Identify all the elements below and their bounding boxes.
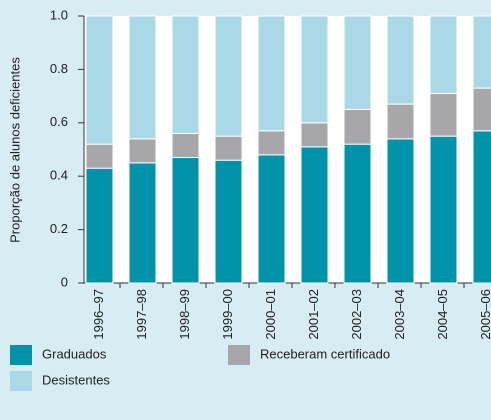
bar-segment [386,15,415,105]
x-tick-label: 1999–00 [220,289,235,340]
y-tick-label: 0.2 [50,221,68,236]
bar-segment [472,130,491,284]
bar-segment [429,135,458,284]
bar-segment [171,157,200,284]
bar-segment [386,138,415,284]
x-tick-label: 2005–06 [478,289,491,340]
bar-segment [429,15,458,94]
bar-segment [85,15,114,145]
bar-segment [214,135,243,161]
legend-label: Desistentes [42,372,110,387]
bar-segment [343,15,372,110]
bar-segment [85,167,114,284]
legend-label: Graduados [42,346,107,361]
bar-segment [386,103,415,140]
bar-segment [472,87,491,132]
legend-swatch [10,371,32,391]
bar-segment [343,143,372,284]
bar-segment [128,162,157,284]
bar-segment [257,154,286,284]
bar-segment [214,159,243,284]
y-tick-label: 1.0 [50,7,68,22]
x-tick-label: 1998–99 [177,289,192,340]
legend-label: Receberam certificado [260,346,390,361]
x-tick-label: 2003–04 [392,289,407,340]
bar-segment [257,130,286,156]
legend-swatch [10,345,32,365]
bar-segment [171,132,200,159]
y-tick-label: 0.4 [50,168,68,183]
bar-segment [214,15,243,137]
bar-segment [343,108,372,145]
bar-segment [429,92,458,137]
bar-segment [300,15,329,124]
legend-swatch [228,345,250,365]
x-tick-label: 1996–97 [91,289,106,340]
bar-segment [85,143,114,169]
bar-segment [257,15,286,132]
y-axis-label: Proporção de alunos deficientes [7,57,22,243]
y-tick-label: 0.6 [50,114,68,129]
bar-segment [472,15,491,89]
x-tick-label: 2004–05 [435,289,450,340]
x-tick-label: 1997–98 [134,289,149,340]
x-tick-label: 2001–02 [306,289,321,340]
y-tick-label: 0.8 [50,61,68,76]
bar-segment [300,122,329,148]
bar-segment [128,15,157,140]
x-tick-label: 2000–01 [263,289,278,340]
x-tick-label: 2002–03 [349,289,364,340]
bar-segment [300,146,329,284]
bar-segment [171,15,200,134]
y-tick-label: 0 [61,274,68,289]
bar-segment [128,138,157,164]
